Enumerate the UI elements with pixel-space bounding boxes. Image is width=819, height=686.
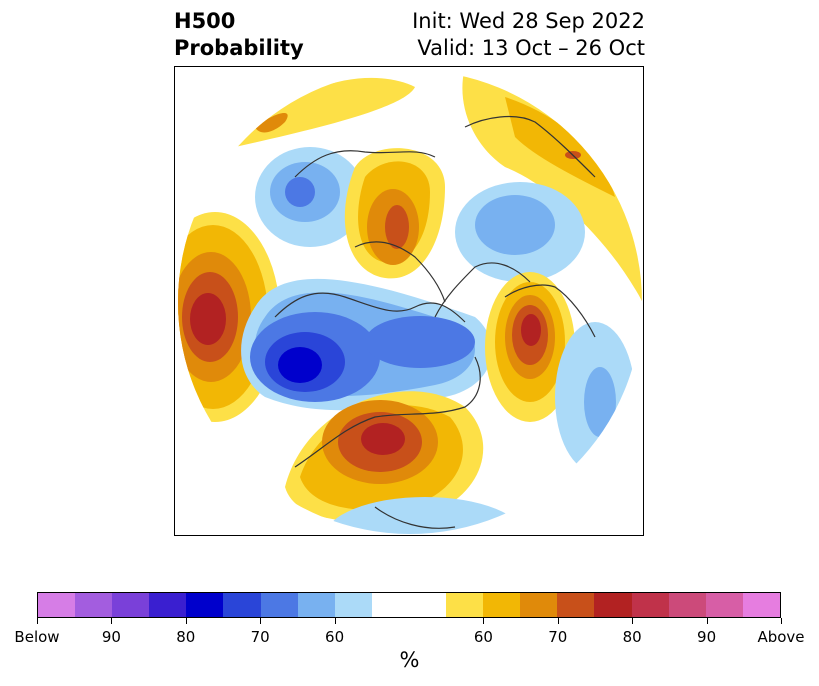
colorbar-segment: [260, 593, 298, 617]
probability-map: [174, 66, 644, 536]
colorbar-segment: [483, 593, 521, 617]
colorbar-segment: [631, 593, 669, 617]
colorbar-segment: [297, 593, 335, 617]
colorbar-tick-label: 60: [325, 628, 345, 646]
colorbar-segment: [668, 593, 706, 617]
colorbar-segment: [557, 593, 595, 617]
anomaly-siberia: [344, 148, 445, 279]
anomaly-western-canada: [255, 147, 365, 247]
init-date: Init: Wed 28 Sep 2022: [412, 9, 645, 33]
colorbar-segment: [408, 593, 447, 617]
title-variable: H500: [174, 9, 236, 33]
colorbar-segment: [149, 593, 187, 617]
colorbar-segment: [112, 593, 150, 617]
colorbar-unit: %: [399, 648, 420, 672]
colorbar-tick-label: 90: [697, 628, 717, 646]
colorbar-tick: [260, 618, 262, 624]
colorbar-tick: [483, 618, 485, 624]
colorbar-tick: [557, 618, 559, 624]
colorbar-tick: [111, 618, 113, 624]
title-block: H500 Probability: [174, 8, 304, 62]
anomaly-east-pacific: [325, 497, 525, 534]
colorbar-tick: [185, 618, 187, 624]
colorbar-segment: [334, 593, 372, 617]
colorbar-tick: [37, 618, 38, 624]
anomaly-top-arc: [235, 70, 642, 307]
title-type: Probability: [174, 36, 304, 60]
colorbar-tick: [632, 618, 634, 624]
colorbar-tick-label: 90: [101, 628, 121, 646]
colorbar-segment: [742, 593, 780, 617]
date-block: Init: Wed 28 Sep 2022 Valid: 13 Oct – 26…: [412, 8, 645, 62]
colorbar-ticks: Below 90 80 70 60 60 70 80 90 Above: [14, 618, 805, 648]
coastlines: [274, 116, 596, 529]
colorbar: [37, 592, 781, 618]
colorbar-tick: [706, 618, 708, 624]
anomaly-central-us: [285, 391, 484, 522]
map-svg: [178, 70, 642, 534]
anomaly-gulf-of-alaska: [241, 278, 492, 411]
colorbar-tick-label: Below: [14, 628, 60, 646]
colorbar-segment: [75, 593, 113, 617]
anomaly-europe: [455, 182, 585, 282]
colorbar-tick-label: Above: [757, 628, 805, 646]
colorbar-segment: [186, 593, 224, 617]
colorbar-segment: [520, 593, 558, 617]
colorbar-tick-label: 60: [473, 628, 493, 646]
colorbar-tick-label: 80: [176, 628, 196, 646]
colorbar-tick-label: 70: [250, 628, 270, 646]
anomaly-north-atlantic: [485, 272, 575, 422]
colorbar-tick-label: 80: [622, 628, 642, 646]
colorbar-segment: [371, 593, 409, 617]
colorbar-segment: [705, 593, 743, 617]
anomaly-east-asia: [555, 322, 635, 472]
colorbar-segment: [446, 593, 484, 617]
colorbar-segment: [594, 593, 632, 617]
colorbar-tick-label: 70: [548, 628, 568, 646]
colorbar-tick: [781, 618, 782, 624]
colorbar-tick: [334, 618, 336, 624]
colorbar-segment: [38, 593, 76, 617]
colorbar-segment: [223, 593, 261, 617]
valid-range: Valid: 13 Oct – 26 Oct: [417, 36, 645, 60]
